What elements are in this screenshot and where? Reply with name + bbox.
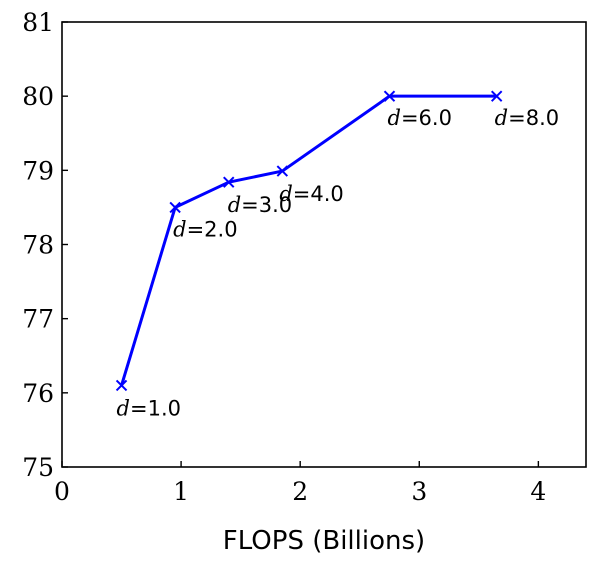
point-label-value: =1.0 — [130, 396, 181, 420]
point-label-variable: d — [388, 106, 401, 130]
point-label: d=8.0 — [495, 106, 559, 130]
x-axis-title: FLOPS (Billions) — [223, 526, 425, 556]
point-label-value: =6.0 — [401, 106, 452, 130]
x-tick-label: 1 — [173, 477, 189, 506]
y-tick-label: 78 — [22, 231, 54, 260]
x-tick-label: 4 — [530, 477, 546, 506]
point-label: d=1.0 — [117, 396, 181, 420]
series-line — [120, 94, 497, 386]
y-tick-label: 80 — [22, 82, 54, 111]
y-tick-label: 79 — [22, 156, 54, 185]
x-axis-ticks: 0 1 2 3 4 — [54, 461, 546, 506]
point-label-variable: d — [228, 193, 241, 217]
x-tick-label: 3 — [411, 477, 427, 506]
point-label-value: =2.0 — [187, 217, 238, 241]
x-tick-label: 2 — [292, 477, 308, 506]
y-tick-label: 81 — [22, 8, 54, 37]
point-label-variable: d — [279, 182, 292, 206]
point-label-value: =8.0 — [508, 106, 559, 130]
data-point-marker — [115, 379, 128, 392]
point-label-variable: d — [173, 217, 186, 241]
point-label: d=6.0 — [388, 106, 452, 130]
y-tick-label: 77 — [22, 305, 54, 334]
data-point-marker — [169, 201, 181, 214]
point-label-value: =3.0 — [241, 193, 292, 217]
point-label: d=4.0 — [279, 182, 343, 206]
point-label: d=3.0 — [228, 193, 292, 217]
point-label: d=2.0 — [173, 217, 237, 241]
point-label-variable: d — [117, 396, 130, 420]
y-axis-ticks: 75 76 77 78 79 80 81 — [22, 8, 68, 482]
y-tick-label: 76 — [22, 379, 54, 408]
point-labels: d=1.0d=2.0d=3.0d=4.0d=6.0 d=8.0 — [117, 106, 560, 420]
y-tick-label: 75 — [22, 453, 54, 482]
x-tick-label: 0 — [54, 477, 70, 506]
point-label-variable: d — [495, 106, 508, 130]
point-label-value: =4.0 — [293, 182, 344, 206]
series-layer — [115, 90, 503, 392]
data-point-marker — [223, 176, 235, 188]
data-point-marker — [276, 165, 289, 177]
data-point-marker — [383, 90, 396, 102]
data-point-marker — [490, 90, 503, 102]
